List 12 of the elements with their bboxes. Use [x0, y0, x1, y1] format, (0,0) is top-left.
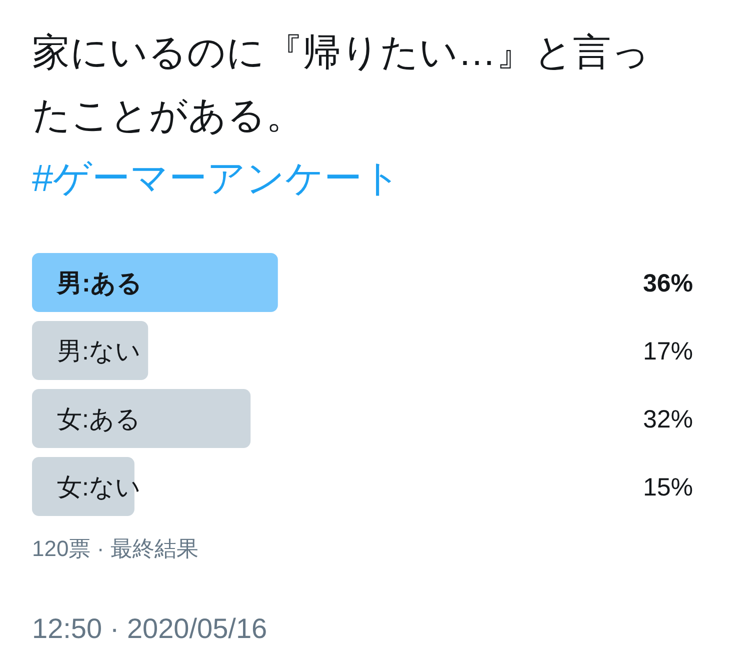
annotation: 120票 · 最終結果	[32, 535, 198, 563]
title: 家にいるのに『帰りたい…』と言ったことがある。	[32, 31, 651, 139]
annotation: 12:50 · 2020/05/16	[32, 612, 268, 646]
y-tick-label: 男:ある	[56, 270, 142, 298]
data-label: 36%	[642, 270, 693, 298]
data-label: 15%	[642, 474, 693, 502]
y-tick-label: 女:ない	[57, 474, 141, 502]
data-label: 17%	[642, 338, 693, 366]
subtitle: #ゲーマーアンケート	[32, 157, 402, 202]
y-tick-label: 女:ある	[57, 406, 141, 434]
data-label: 32%	[642, 406, 693, 434]
y-tick-label: 男:ない	[57, 338, 141, 366]
